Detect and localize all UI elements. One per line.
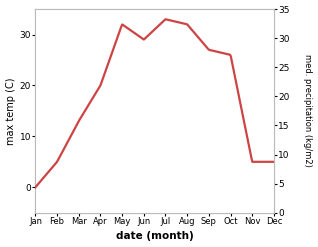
Y-axis label: med. precipitation (kg/m2): med. precipitation (kg/m2) [303,54,313,167]
X-axis label: date (month): date (month) [116,231,194,242]
Y-axis label: max temp (C): max temp (C) [5,77,16,145]
